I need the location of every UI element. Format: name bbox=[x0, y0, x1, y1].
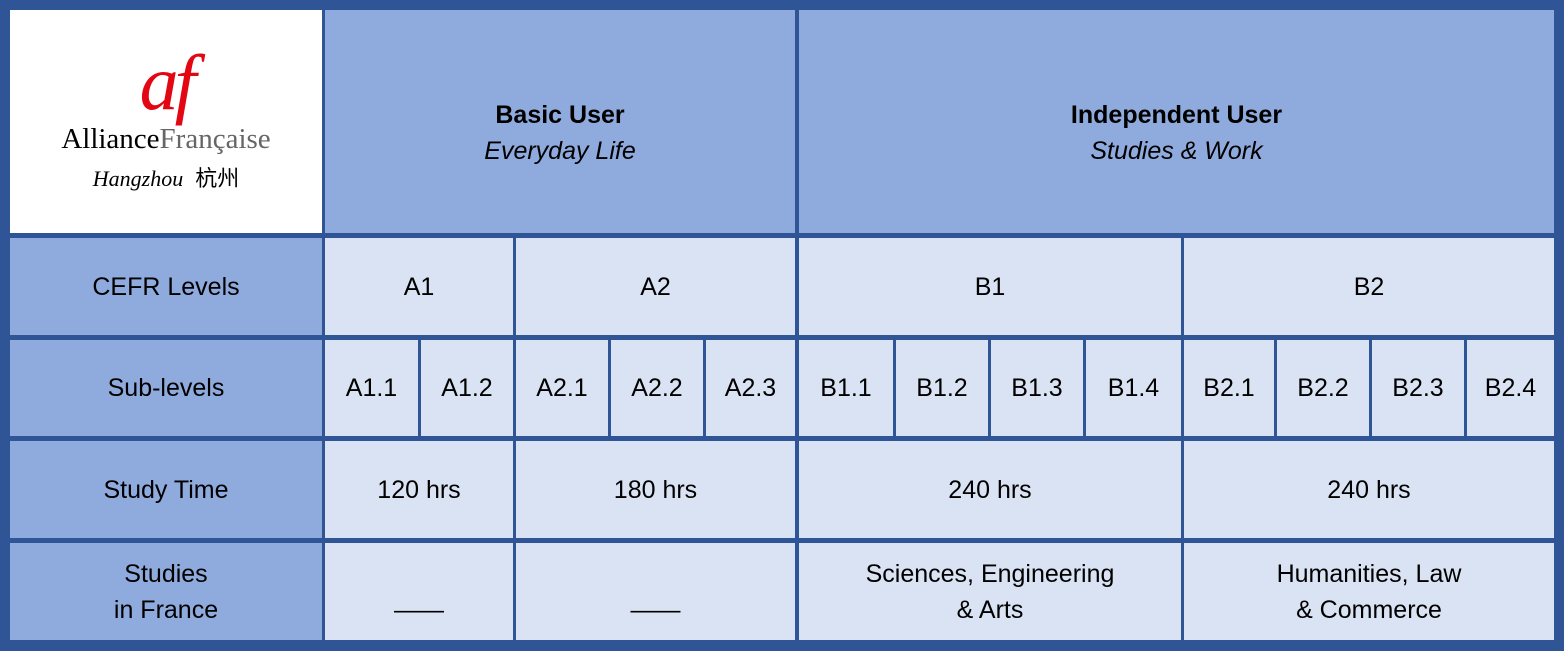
row-label: Sub-levels bbox=[10, 340, 322, 436]
table-cell: B1.2 bbox=[896, 340, 988, 436]
table-cell: B2.3 bbox=[1372, 340, 1464, 436]
table-cell: —— bbox=[516, 543, 795, 640]
header-title: Basic User bbox=[495, 100, 625, 129]
table-cell: 120 hrs bbox=[325, 441, 513, 538]
logo-name-2: Française bbox=[159, 122, 271, 155]
table-cell: Sciences, Engineering & Arts bbox=[799, 543, 1181, 640]
logo-symbol: af bbox=[139, 38, 197, 126]
header-title: Independent User bbox=[1070, 100, 1283, 129]
table-cell: A1.2 bbox=[421, 340, 513, 436]
logo: af AllianceFrançaise Hangzhou 杭州 bbox=[10, 10, 322, 233]
table-cell: B2.1 bbox=[1184, 340, 1274, 436]
table-cell: B2.2 bbox=[1277, 340, 1369, 436]
table-cell: A2.2 bbox=[611, 340, 703, 436]
city-cn: 杭州 bbox=[195, 165, 240, 191]
logo-name-1: Alliance bbox=[61, 122, 160, 155]
header-subtitle: Everyday Life bbox=[484, 136, 636, 165]
table-cell: 240 hrs bbox=[799, 441, 1181, 538]
table-cell: 180 hrs bbox=[516, 441, 795, 538]
header-cell: Independent User Studies & Work bbox=[799, 10, 1554, 233]
header-cell: Basic User Everyday Life bbox=[325, 10, 795, 233]
header-subtitle: Studies & Work bbox=[1090, 136, 1263, 165]
table-cell: A2.3 bbox=[706, 340, 795, 436]
table-cell: A2.1 bbox=[516, 340, 608, 436]
table-cell: B1.1 bbox=[799, 340, 893, 436]
row-label: Study Time bbox=[10, 441, 322, 538]
table-cell: —— bbox=[325, 543, 513, 640]
row-label: Studies in France bbox=[10, 543, 322, 640]
city: Hangzhou bbox=[92, 165, 184, 191]
logo-city: Hangzhou 杭州 bbox=[93, 162, 239, 196]
table-cell: B1.3 bbox=[991, 340, 1083, 436]
table-cell: B2.4 bbox=[1467, 340, 1554, 436]
row-label: CEFR Levels bbox=[10, 238, 322, 335]
table-cell: B1.4 bbox=[1086, 340, 1181, 436]
logo-name: AllianceFrançaise bbox=[61, 122, 270, 156]
table-cell: A1 bbox=[325, 238, 513, 335]
table-cell: Humanities, Law & Commerce bbox=[1184, 543, 1554, 640]
table-cell: B1 bbox=[799, 238, 1181, 335]
table-cell: A1.1 bbox=[325, 340, 418, 436]
table-cell: 240 hrs bbox=[1184, 441, 1554, 538]
table-cell: B2 bbox=[1184, 238, 1554, 335]
table-cell: A2 bbox=[516, 238, 795, 335]
